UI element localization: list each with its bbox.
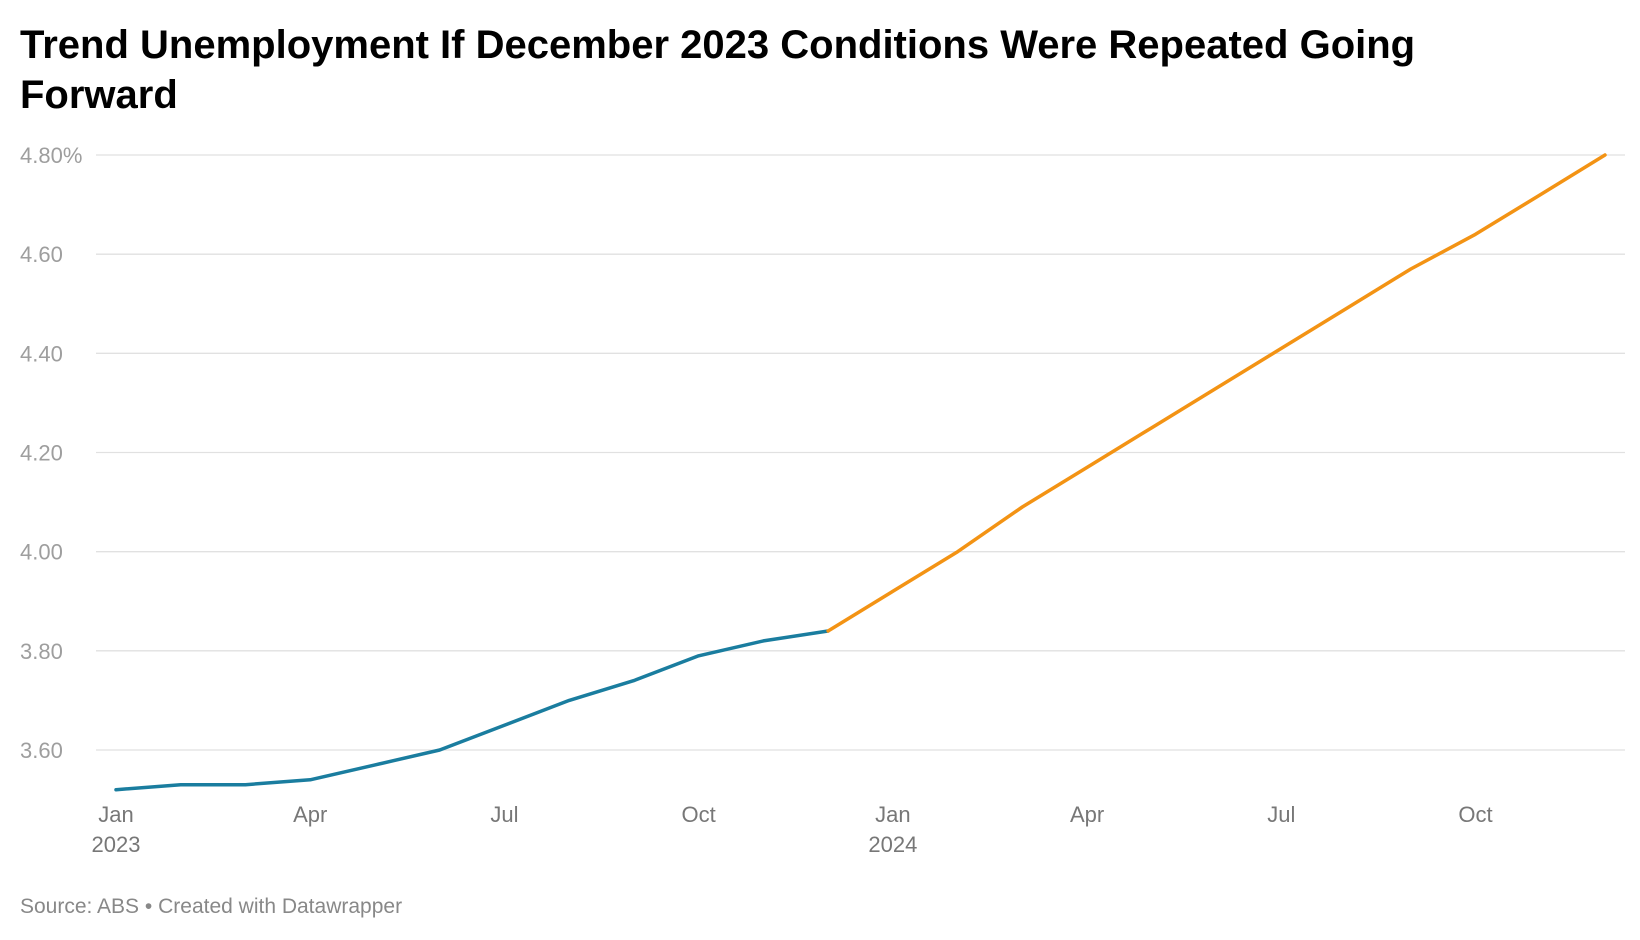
x-tick-label: Jan <box>875 802 910 827</box>
created-with-link[interactable]: Created with Datawrapper <box>158 895 403 918</box>
y-tick-label: 4.60 <box>20 242 63 267</box>
x-tick-label: Apr <box>293 802 327 827</box>
y-tick-label: 4.00 <box>20 540 63 565</box>
chart-title: Trend Unemployment If December 2023 Cond… <box>20 23 1416 117</box>
x-tick-label: Oct <box>1458 802 1492 827</box>
series-line-projected <box>826 153 1607 633</box>
series-lines <box>114 153 1607 792</box>
series-line-actual <box>114 629 830 792</box>
y-tick-label: 3.80 <box>20 639 63 664</box>
x-tick-label: Jul <box>1267 802 1295 827</box>
y-tick-label: 4.20 <box>20 441 63 466</box>
y-tick-label: 3.60 <box>20 738 63 763</box>
x-axis-ticks: Jan 2023 Apr Jul Oct Jan 2024 Apr Jul Oct <box>92 802 1493 857</box>
gridlines <box>96 154 1625 751</box>
y-tick-label: 4.40 <box>20 341 63 366</box>
x-tick-label: Jul <box>490 802 518 827</box>
x-tick-year-label: 2024 <box>868 832 917 857</box>
y-tick-label: 4.80% <box>20 143 82 168</box>
y-axis-ticks: 4.80% 4.60 4.40 4.20 4.00 3.80 3.60 <box>20 143 82 763</box>
footer-credit: Source: ABS • Created with Datawrapper <box>20 895 402 919</box>
x-tick-label: Oct <box>682 802 716 827</box>
x-tick-label: Jan <box>98 802 133 827</box>
footer-separator: • <box>139 895 159 918</box>
x-tick-label: Apr <box>1070 802 1104 827</box>
source-note: Source: ABS <box>20 895 140 918</box>
x-tick-year-label: 2023 <box>92 832 141 857</box>
